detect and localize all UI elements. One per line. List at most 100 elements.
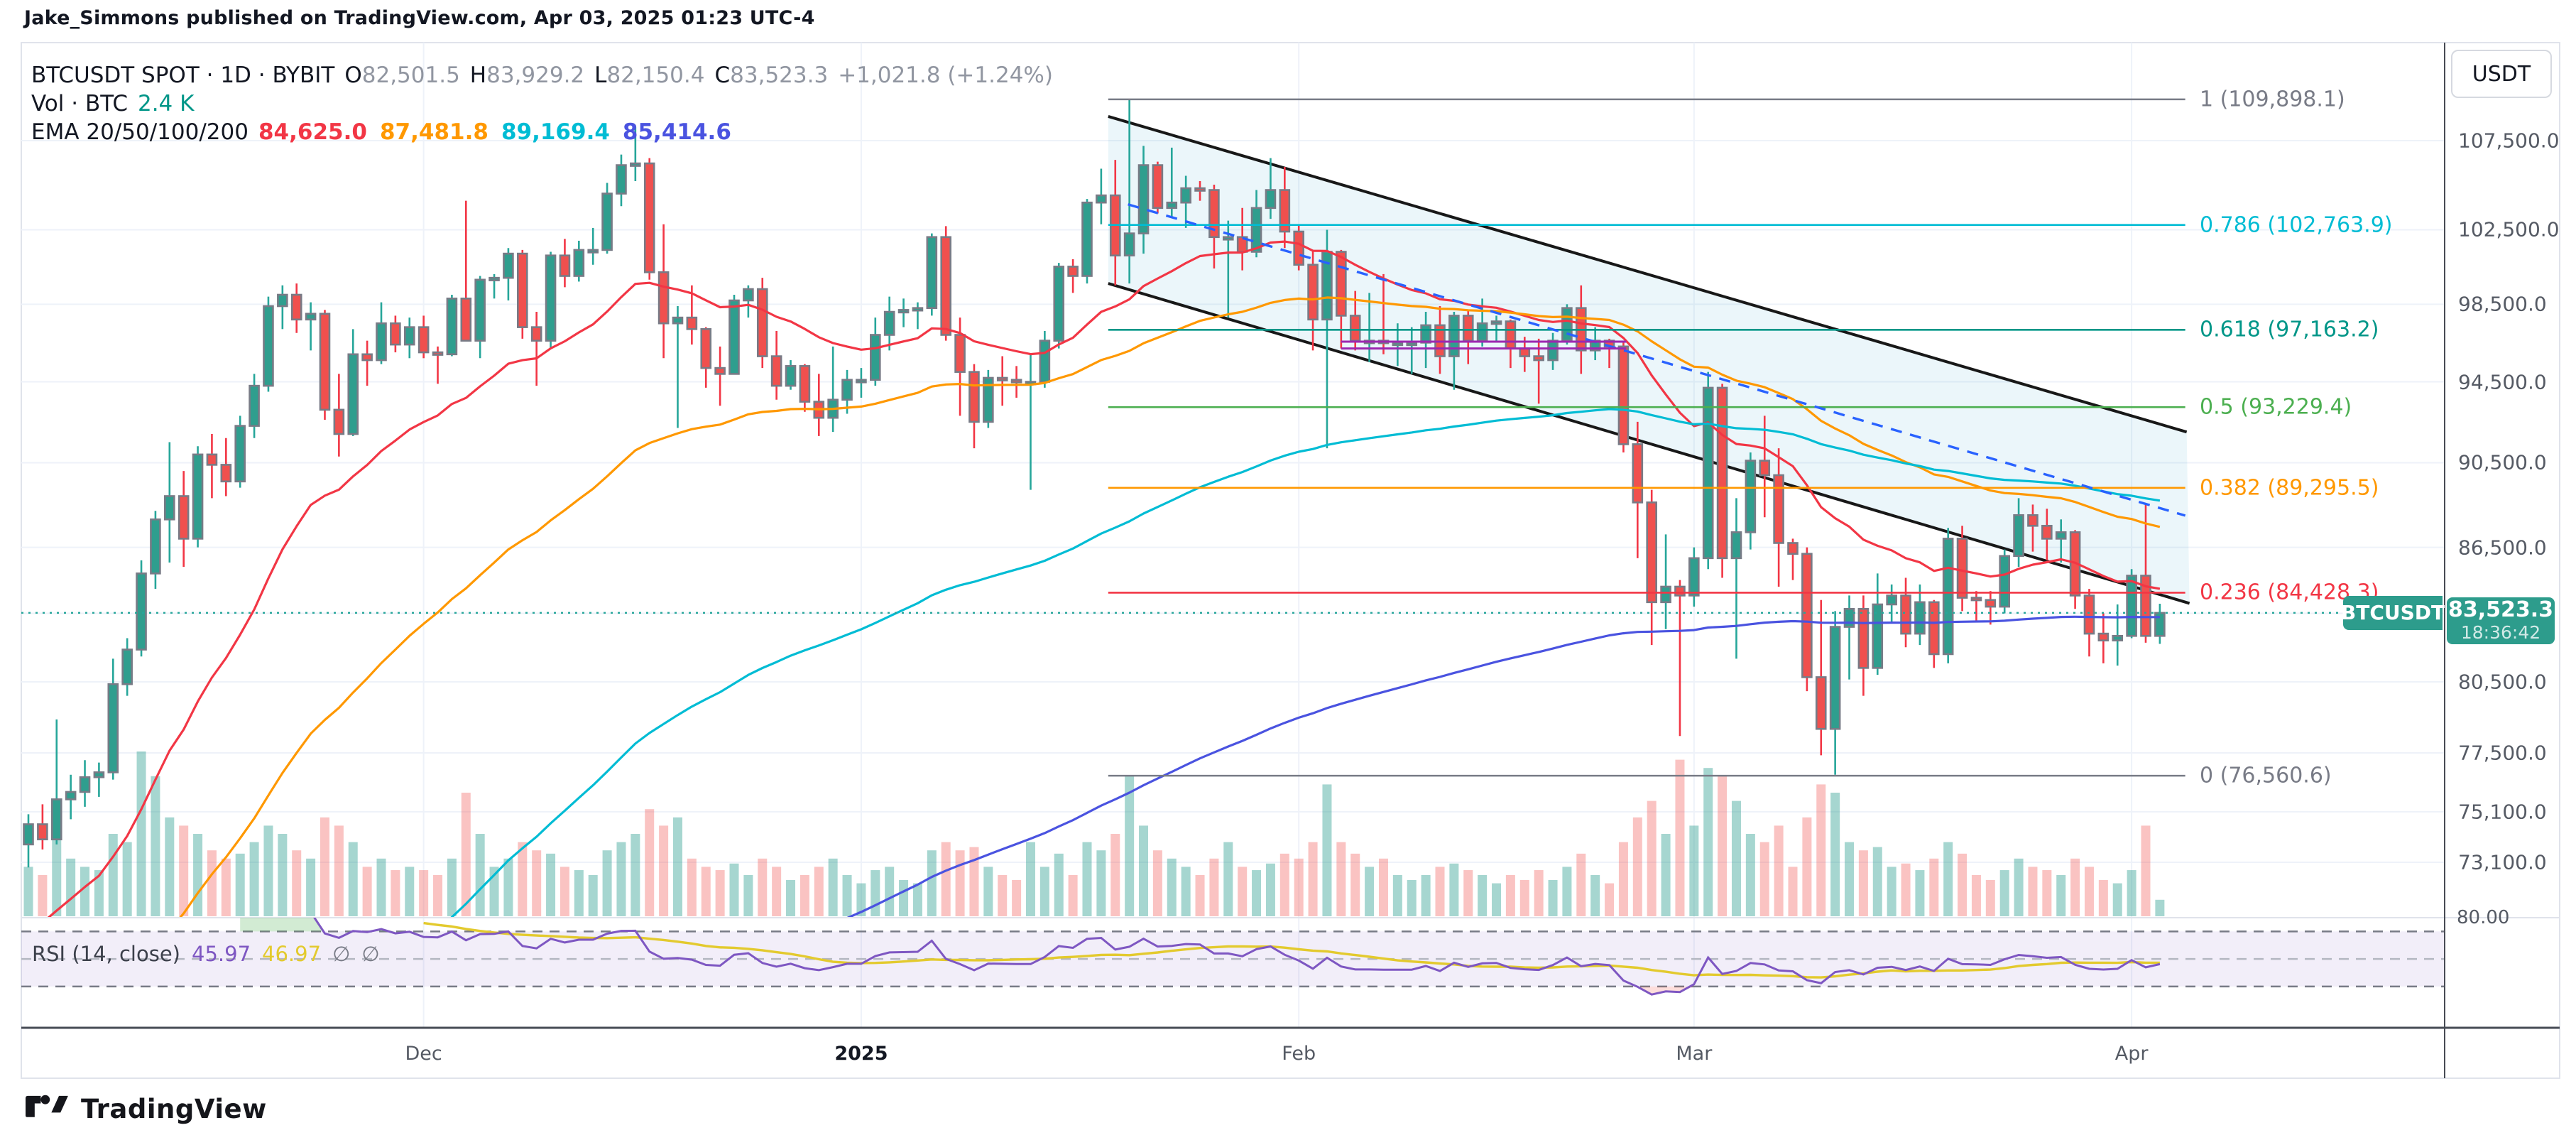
candle — [559, 239, 571, 288]
volume-bar — [1068, 875, 1078, 916]
candle — [2097, 613, 2110, 663]
candle — [1900, 577, 1911, 648]
candle — [1815, 599, 1827, 756]
publish-header: Jake_Simmons published on TradingView.co… — [24, 7, 815, 29]
candle — [1448, 312, 1460, 390]
candle — [290, 283, 302, 333]
volume-bar — [1647, 800, 1657, 916]
candle — [2126, 569, 2137, 639]
volume-bar — [461, 793, 471, 916]
volume-bar — [532, 850, 542, 916]
candle — [65, 774, 77, 820]
volume-bar — [66, 858, 76, 916]
ema-legend-row[interactable]: EMA 20/50/100/200 84,625.0 87,481.8 89,169… — [31, 119, 744, 145]
volume-bar — [306, 858, 316, 916]
candle — [813, 374, 825, 436]
time-tick-label: 2025 — [834, 1043, 888, 1065]
volume-bar — [136, 751, 146, 916]
close-label: C — [714, 63, 731, 88]
candle — [1759, 416, 1771, 518]
volume-bar — [193, 834, 203, 916]
volume-bar — [1632, 817, 1642, 916]
candle — [1025, 354, 1037, 490]
volume-bar — [828, 858, 838, 916]
volume-bar — [263, 825, 273, 916]
volume-bar — [772, 867, 782, 916]
time-tick-label: Apr — [2114, 1043, 2149, 1065]
ema-value: 87,481.8 — [379, 119, 489, 145]
symbol-legend-row[interactable]: BTCUSDT SPOT · 1D · BYBIT O82,501.5 H83,… — [31, 63, 1053, 88]
volume-bar — [2014, 858, 2024, 916]
candle — [1081, 199, 1093, 284]
price-tick-label: 80,500.0 — [2458, 670, 2547, 694]
volume-bar — [912, 883, 922, 916]
volume-bar — [376, 858, 386, 916]
volume-bar — [1534, 870, 1544, 916]
volume-bar — [546, 853, 556, 916]
open-label: O — [344, 63, 362, 88]
volume-bar — [574, 870, 584, 916]
fib-retracement[interactable] — [1108, 98, 2185, 777]
candle — [968, 364, 980, 449]
volume-legend-row[interactable]: Vol · BTC 2.4 K — [31, 91, 194, 116]
channel-upper-line — [1108, 114, 2188, 434]
volume-bar — [518, 842, 528, 916]
widget-border — [21, 42, 2560, 1079]
descending-channel[interactable] — [1108, 114, 2190, 605]
volume-bar — [503, 858, 513, 916]
volume-bar — [715, 870, 725, 916]
volume-bar — [1054, 853, 1064, 916]
candle — [1942, 528, 1954, 663]
volume-bar — [1505, 875, 1515, 916]
tradingview-attribution[interactable]: TradingView — [26, 1091, 267, 1127]
volume-bar — [1675, 759, 1685, 916]
candle — [474, 276, 486, 359]
volume-bar — [1576, 853, 1586, 916]
candle — [2041, 509, 2053, 560]
volume-bar — [1238, 867, 1248, 916]
last-price-badge: 83,523.3 18:36:42 — [2447, 597, 2555, 644]
volume-bar — [1350, 853, 1360, 916]
candle — [1829, 611, 1841, 775]
candle — [150, 511, 161, 590]
candle — [1688, 547, 1700, 607]
volume-bar — [1110, 834, 1120, 916]
time-tick-label: Mar — [1676, 1043, 1713, 1065]
volume-bar — [94, 870, 104, 916]
volume-bar — [1703, 768, 1713, 916]
rsi-title: RSI (14, close) — [32, 942, 180, 966]
volume-bar — [1816, 784, 1826, 916]
rsi-legend-row[interactable]: RSI (14, close) 45.97 46.97 ∅ ∅ — [32, 942, 380, 966]
volume-bar — [1435, 867, 1445, 916]
volume-bar — [1039, 867, 1049, 916]
volume-bar — [2070, 858, 2080, 916]
candle — [2013, 498, 2024, 568]
volume-bar — [1788, 867, 1798, 916]
volume-bar — [998, 875, 1008, 916]
candle — [1843, 595, 1855, 680]
currency-toggle-button[interactable]: USDT — [2451, 50, 2552, 98]
candle — [573, 240, 585, 282]
volume-bar — [447, 858, 457, 916]
volume-bar — [320, 817, 329, 916]
candle — [1265, 158, 1277, 219]
candle — [503, 248, 514, 300]
volume-bar — [2028, 867, 2038, 916]
fib-level-label: 0 (76,560.6) — [2200, 763, 2332, 788]
candle — [2083, 589, 2095, 657]
symbol-price-badge: BTCUSDT — [2341, 595, 2445, 630]
candle — [192, 446, 204, 548]
volume-bar — [1392, 875, 1402, 916]
volume-bar — [1195, 875, 1205, 916]
volume-bar — [2084, 867, 2094, 916]
rsi-value: 45.97 — [192, 942, 251, 966]
volume-bar — [1943, 842, 1953, 916]
candle — [940, 226, 951, 341]
candle — [1646, 489, 1657, 646]
volume-bar — [249, 842, 259, 916]
candle — [1223, 220, 1234, 318]
volume-bar — [672, 817, 682, 916]
volume-bar — [292, 850, 302, 916]
dashed-trendline[interactable] — [1128, 203, 2186, 517]
